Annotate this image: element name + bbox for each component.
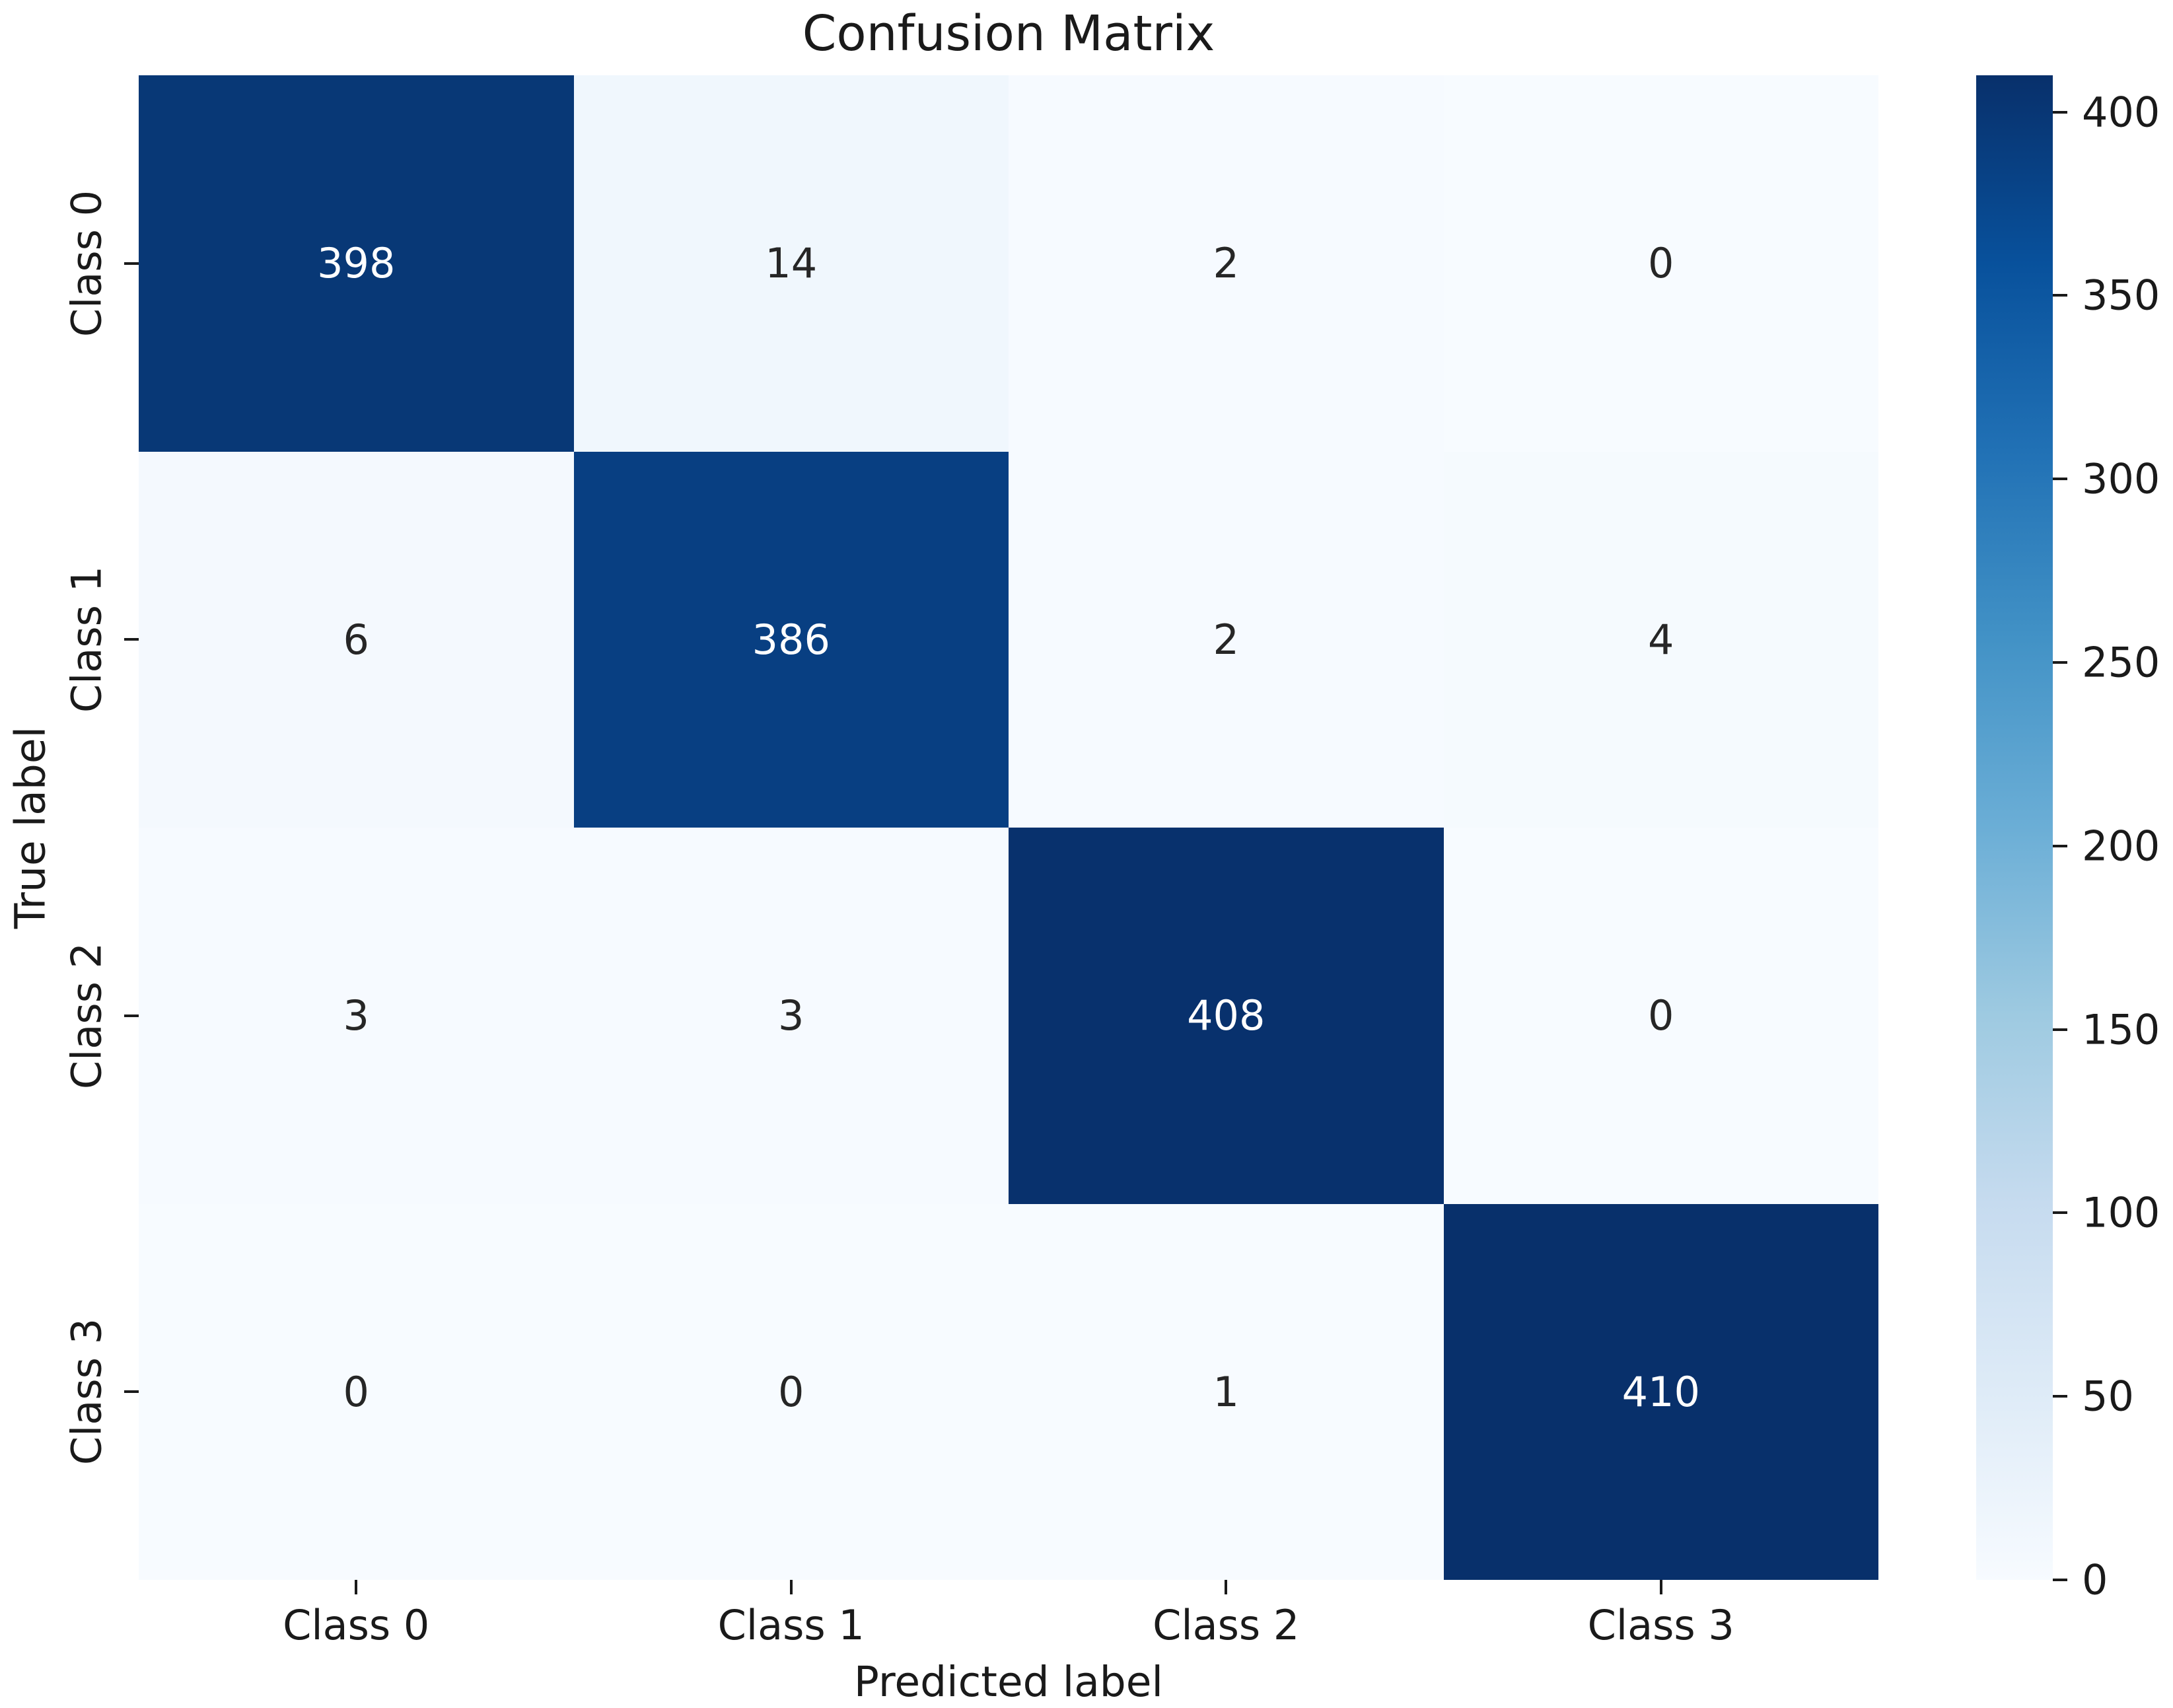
colorbar-tick-mark: [2053, 1211, 2067, 1215]
heatmap-cell: 0: [1443, 828, 1878, 1204]
heatmap-cell: 0: [573, 1203, 1009, 1580]
heatmap-cell: 2: [1009, 75, 1444, 452]
x-axis-tick-label: Class 1: [717, 1601, 865, 1649]
colorbar-tick-label: 400: [2082, 88, 2160, 137]
heatmap-cell: 2: [1009, 451, 1444, 828]
cell-value: 2: [1213, 239, 1239, 288]
heatmap-cell: 410: [1443, 1203, 1878, 1580]
heatmap-cell: 14: [573, 75, 1009, 452]
x-axis-label: Predicted label: [853, 1658, 1164, 1706]
cell-value: 3: [343, 991, 369, 1040]
colorbar-tick-label: 150: [2082, 1005, 2160, 1054]
heatmap-cell: 398: [139, 75, 574, 452]
colorbar: [1976, 75, 2053, 1580]
y-axis-tick-label: Class 3: [62, 1318, 111, 1466]
cell-value: 3: [778, 991, 804, 1040]
cell-value: 386: [752, 615, 830, 664]
y-axis-label: True label: [6, 726, 55, 929]
colorbar-tick-label: 100: [2082, 1188, 2160, 1237]
colorbar-tick-mark: [2053, 110, 2067, 114]
colorbar-tick-label: 300: [2082, 454, 2160, 503]
x-axis-tick-mark: [1225, 1580, 1228, 1594]
colorbar-tick-mark: [2053, 1579, 2067, 1581]
y-axis-tick-mark: [124, 1390, 139, 1394]
chart-title: Confusion Matrix: [802, 5, 1215, 62]
cell-value: 4: [1648, 615, 1674, 664]
x-axis-tick-mark: [1659, 1580, 1662, 1594]
cell-value: 410: [1621, 1367, 1700, 1416]
heatmap-cell: 3: [139, 828, 574, 1204]
cell-value: 6: [343, 615, 369, 664]
colorbar-tick-label: 200: [2082, 822, 2160, 871]
y-axis-tick-mark: [124, 262, 139, 265]
cell-value: 408: [1187, 991, 1265, 1040]
y-axis-tick-label: Class 0: [62, 190, 111, 337]
cell-value: 0: [343, 1367, 369, 1416]
y-axis-tick-mark: [124, 1014, 139, 1017]
colorbar-tick-mark: [2053, 1028, 2067, 1031]
heatmap-cell: 0: [1443, 75, 1878, 452]
colorbar-tick-label: 350: [2082, 271, 2160, 320]
cell-value: 0: [1648, 991, 1674, 1040]
x-axis-tick-mark: [789, 1580, 793, 1594]
heatmap-cell: 6: [139, 451, 574, 828]
heatmap-cell: 4: [1443, 451, 1878, 828]
y-axis-tick-label: Class 2: [62, 942, 111, 1089]
x-axis-tick-mark: [355, 1580, 358, 1594]
colorbar-tick-label: 0: [2082, 1555, 2108, 1604]
colorbar-tick-mark: [2053, 294, 2067, 297]
x-axis-tick-label: Class 3: [1587, 1601, 1734, 1649]
x-axis-tick-label: Class 0: [283, 1601, 430, 1649]
colorbar-tick-mark: [2053, 1395, 2067, 1398]
cell-value: 1: [1213, 1367, 1239, 1416]
heatmap-cell: 408: [1009, 828, 1444, 1204]
colorbar-gradient: [1976, 75, 2053, 1580]
heatmap-cell: 0: [139, 1203, 574, 1580]
heatmap: 398 14 2 0 6 386 2 4 3 3 408 0 0 0 1 410: [139, 75, 1878, 1580]
cell-value: 0: [1648, 239, 1674, 288]
cell-value: 0: [778, 1367, 804, 1416]
cell-value: 14: [765, 239, 818, 288]
y-axis-tick-label: Class 1: [62, 566, 111, 713]
cell-value: 398: [317, 239, 396, 288]
colorbar-tick-mark: [2053, 844, 2067, 847]
colorbar-tick-label: 50: [2082, 1372, 2134, 1421]
heatmap-cell: 3: [573, 828, 1009, 1204]
heatmap-cell: 386: [573, 451, 1009, 828]
colorbar-tick-label: 250: [2082, 638, 2160, 687]
heatmap-cell: 1: [1009, 1203, 1444, 1580]
cell-value: 2: [1213, 615, 1239, 664]
x-axis-tick-label: Class 2: [1153, 1601, 1300, 1649]
colorbar-tick-mark: [2053, 478, 2067, 481]
y-axis-tick-mark: [124, 638, 139, 641]
colorbar-tick-mark: [2053, 660, 2067, 664]
